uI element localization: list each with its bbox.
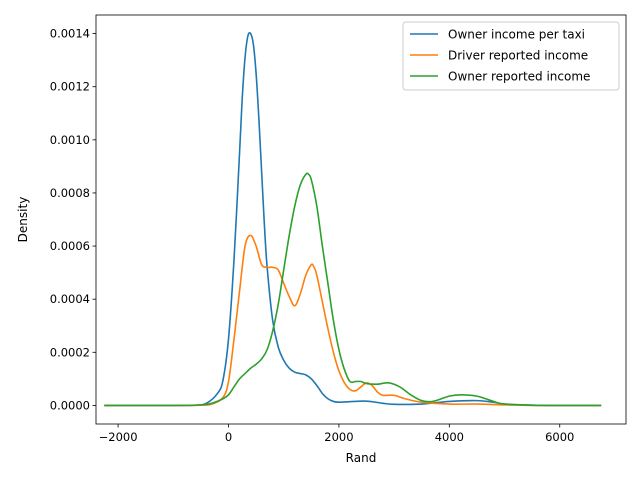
series-line-2 bbox=[104, 234, 602, 407]
y-tick-label: 0.0002 bbox=[50, 345, 90, 359]
legend-box bbox=[402, 21, 620, 91]
series-line-3 bbox=[104, 172, 602, 407]
x-tick-label: 0 bbox=[225, 430, 232, 444]
x-tick-label: 2000 bbox=[324, 430, 353, 444]
x-tick-label: 4000 bbox=[435, 430, 464, 444]
plot-frame bbox=[95, 14, 627, 425]
series-lines bbox=[104, 32, 602, 407]
legend-label: Owner income per taxi bbox=[448, 28, 585, 42]
y-tick-label: 0.0010 bbox=[50, 133, 90, 147]
y-tick-label: 0.0000 bbox=[50, 398, 90, 412]
y-tick-label: 0.0004 bbox=[50, 292, 90, 306]
y-axis-label: Density bbox=[16, 197, 30, 243]
y-tick-label: 0.0006 bbox=[50, 239, 90, 253]
x-tick-label: 6000 bbox=[545, 430, 574, 444]
y-tick-label: 0.0014 bbox=[50, 27, 90, 41]
legend-label: Driver reported income bbox=[448, 49, 588, 63]
legend-label: Owner reported income bbox=[448, 70, 590, 84]
series-line-1 bbox=[104, 32, 602, 407]
y-tick-label: 0.0012 bbox=[50, 80, 90, 94]
x-axis-ticks: −2000 0 2000 4000 6000 bbox=[99, 424, 574, 444]
y-tick-label: 0.0008 bbox=[50, 186, 90, 200]
x-axis-label: Rand bbox=[346, 451, 377, 465]
x-tick-label: −2000 bbox=[99, 430, 138, 444]
legend: Owner income per taxi Driver reported inc… bbox=[402, 21, 620, 91]
y-axis-ticks: 0.0000 0.0002 0.0004 0.0006 0.0008 0.0010 0.00… bbox=[50, 27, 96, 412]
